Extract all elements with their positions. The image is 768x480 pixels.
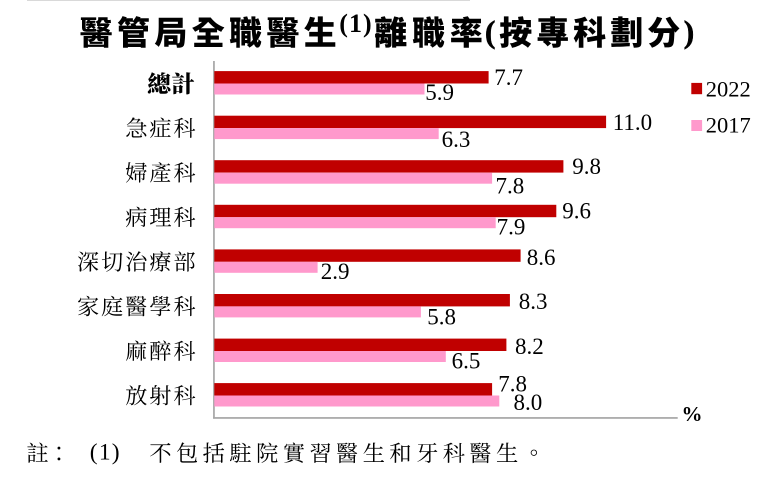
svg-text:(: ( [485, 13, 496, 49]
svg-text:(1): (1) [90, 440, 121, 466]
svg-text:2022: 2022 [706, 77, 751, 102]
svg-text:5.8: 5.8 [427, 304, 456, 329]
svg-text:9.6: 9.6 [562, 199, 591, 224]
svg-text:2.9: 2.9 [321, 259, 350, 284]
svg-text:(1): (1) [339, 9, 372, 38]
svg-text:7.7: 7.7 [494, 65, 523, 90]
svg-text:6.3: 6.3 [442, 127, 471, 152]
svg-text:8.2: 8.2 [515, 334, 544, 359]
svg-text:8.6: 8.6 [527, 245, 556, 270]
svg-text:2017: 2017 [706, 112, 751, 137]
svg-text:7.9: 7.9 [497, 215, 526, 240]
svg-text:7.8: 7.8 [498, 372, 527, 397]
svg-text:8.3: 8.3 [519, 289, 548, 314]
svg-text:5.9: 5.9 [425, 80, 454, 105]
svg-text:%: % [682, 402, 703, 426]
svg-text:8.0: 8.0 [514, 390, 543, 415]
svg-text:): ) [684, 13, 695, 49]
svg-text:11.0: 11.0 [613, 110, 652, 135]
svg-text:6.5: 6.5 [452, 349, 481, 374]
svg-text:9.8: 9.8 [572, 154, 601, 179]
svg-text:7.8: 7.8 [496, 173, 525, 198]
